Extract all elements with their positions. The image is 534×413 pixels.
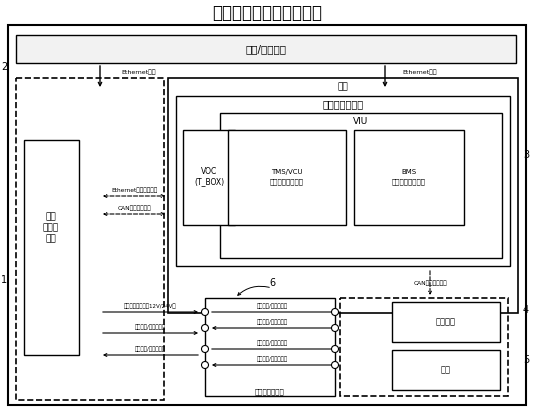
Text: 动力电池管理系统: 动力电池管理系统 bbox=[270, 179, 304, 185]
Text: 系统: 系统 bbox=[45, 235, 57, 244]
Circle shape bbox=[201, 325, 208, 332]
Text: Ethernet交互（可选）: Ethernet交互（可选） bbox=[111, 187, 157, 193]
Text: 低压供电（可选择12V/24V）: 低压供电（可选择12V/24V） bbox=[124, 303, 176, 309]
Text: 5: 5 bbox=[523, 355, 529, 365]
Text: (T_BOX): (T_BOX) bbox=[194, 178, 224, 187]
Text: VOC: VOC bbox=[201, 168, 217, 176]
Bar bbox=[392, 350, 500, 390]
Circle shape bbox=[332, 346, 339, 353]
Text: 动力电池: 动力电池 bbox=[436, 318, 456, 327]
Text: CAN交互（可选）: CAN交互（可选） bbox=[413, 280, 447, 286]
Text: 电池制冷/制热出水口: 电池制冷/制热出水口 bbox=[256, 319, 288, 325]
Bar bbox=[183, 130, 235, 225]
Bar bbox=[340, 298, 508, 396]
Bar bbox=[16, 78, 164, 400]
Circle shape bbox=[332, 361, 339, 368]
Text: 车辆热管理系统: 车辆热管理系统 bbox=[323, 99, 364, 109]
Circle shape bbox=[332, 309, 339, 316]
Text: BMS: BMS bbox=[402, 169, 417, 175]
Text: TMS/VCU: TMS/VCU bbox=[271, 169, 303, 175]
Text: 2: 2 bbox=[2, 62, 8, 72]
Bar bbox=[228, 130, 346, 225]
Text: 车端: 车端 bbox=[337, 83, 348, 92]
Text: 电池制冷/制热入水口: 电池制冷/制热入水口 bbox=[256, 303, 288, 309]
Bar bbox=[220, 113, 502, 258]
Text: 3: 3 bbox=[523, 150, 529, 160]
Text: 热管理: 热管理 bbox=[43, 223, 59, 233]
Text: 车外制冷/制热出水口: 车外制冷/制热出水口 bbox=[135, 346, 166, 352]
Bar bbox=[176, 96, 510, 266]
Text: 1: 1 bbox=[1, 275, 7, 285]
Text: 车端热交换设备: 车端热交换设备 bbox=[255, 389, 285, 395]
Text: 动力电池车外热管理系统: 动力电池车外热管理系统 bbox=[212, 4, 322, 22]
Text: 车云/终端设备: 车云/终端设备 bbox=[246, 44, 287, 54]
Text: 6: 6 bbox=[269, 278, 275, 288]
Text: 车外: 车外 bbox=[45, 213, 57, 221]
Bar bbox=[392, 302, 500, 342]
Circle shape bbox=[201, 346, 208, 353]
Bar bbox=[168, 78, 518, 313]
Text: 电机制冷/制热出水口: 电机制冷/制热出水口 bbox=[256, 356, 288, 362]
Text: 4: 4 bbox=[523, 305, 529, 315]
Text: Ethernet交互: Ethernet交互 bbox=[122, 69, 156, 75]
Bar bbox=[24, 140, 79, 355]
Text: 电机制冷/制热入水口: 电机制冷/制热入水口 bbox=[256, 340, 288, 346]
Bar bbox=[205, 298, 335, 396]
Bar bbox=[16, 35, 516, 63]
Text: CAN交互（可选）: CAN交互（可选） bbox=[117, 205, 151, 211]
Circle shape bbox=[201, 361, 208, 368]
Text: VIU: VIU bbox=[354, 116, 368, 126]
Circle shape bbox=[201, 309, 208, 316]
Text: 冷却: 冷却 bbox=[441, 366, 451, 375]
Text: 动力电池管理系统: 动力电池管理系统 bbox=[392, 179, 426, 185]
Text: Ethernet交互: Ethernet交互 bbox=[403, 69, 437, 75]
Circle shape bbox=[332, 325, 339, 332]
Bar bbox=[354, 130, 464, 225]
Text: 车外制冷/制热入水口: 车外制冷/制热入水口 bbox=[135, 324, 166, 330]
